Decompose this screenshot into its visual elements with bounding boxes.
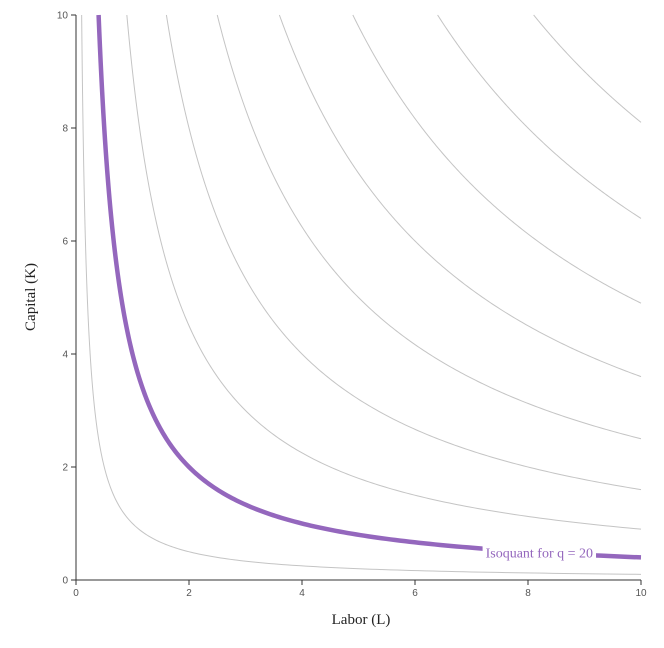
isoquant-curve [81,14,642,575]
isoquant-curve [216,14,642,440]
isoquant-curve [126,14,642,530]
y-tick-label: 0 [62,576,68,587]
x-axis-label: Labor (L) [332,612,391,628]
y-tick-label: 6 [62,237,68,248]
isoquant-curve [278,14,642,378]
highlighted-isoquant-group: Isoquant for q = 20 [96,14,642,563]
x-tick-label: 6 [412,588,418,599]
x-tick-label: 8 [525,588,531,599]
x-tick-label: 10 [635,588,647,599]
y-tick-label: 8 [62,124,68,135]
x-tick-label: 2 [186,588,192,599]
x-tick-label: 0 [73,588,79,599]
isoquant-curve [437,14,642,219]
y-axis-label: Capital (K) [23,263,39,331]
y-tick-label: 4 [62,350,68,361]
x-ticks: 0 2 4 6 8 10 [73,580,647,599]
isoquant-curve [533,14,642,123]
highlighted-isoquant [96,14,642,560]
annotation-background [482,545,597,563]
isoquant-curve [352,14,642,304]
y-ticks: 0 2 4 6 8 10 [57,11,76,587]
axes [75,15,641,581]
isoquant-curves [81,14,642,575]
isoquant-curve [165,14,642,491]
isoquant-annotation: Isoquant for q = 20 [486,546,593,561]
y-tick-label: 10 [57,11,69,22]
x-tick-label: 4 [299,588,305,599]
y-tick-label: 2 [62,463,68,474]
